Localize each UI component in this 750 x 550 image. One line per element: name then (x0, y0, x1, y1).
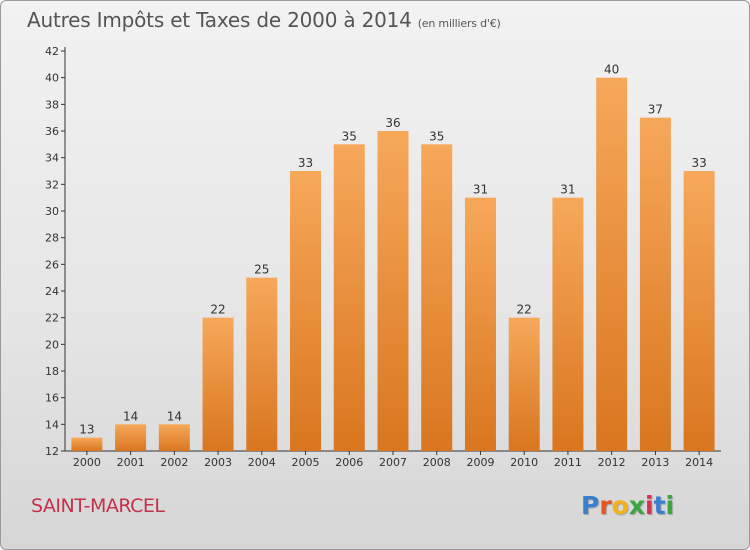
bar-2010 (508, 317, 540, 451)
title-text: Autres Impôts et Taxes de 2000 à 2014 (27, 8, 412, 32)
data-label: 31 (560, 183, 575, 197)
y-tick-label: 38 (45, 98, 59, 111)
x-tick-label: 2014 (685, 456, 713, 469)
y-tick-label: 42 (45, 45, 59, 58)
y-tick-label: 26 (45, 258, 59, 271)
bar-2001 (115, 424, 147, 451)
bars (71, 77, 715, 452)
x-axis: 2000 2001 2002 2003 2004 2005 2006 2007 2008 2009… (65, 450, 721, 469)
data-label: 37 (648, 103, 663, 117)
x-tick-label: 2006 (335, 456, 363, 469)
data-label: 13 (79, 423, 94, 437)
x-tick-label: 2001 (117, 456, 145, 469)
data-label: 35 (342, 129, 357, 143)
x-tick-label: 2013 (641, 456, 669, 469)
x-tick-label: 2005 (292, 456, 320, 469)
bar-2009 (464, 197, 496, 451)
y-tick-label: 28 (45, 232, 59, 245)
y-tick-label: 16 (45, 392, 59, 405)
y-axis: 12 14 16 18 20 22 24 26 28 30 32 34 36 38 40 42 (45, 45, 66, 458)
x-tick-label: 2004 (248, 456, 276, 469)
chart-title: Autres Impôts et Taxes de 2000 à 2014 (en… (27, 8, 501, 32)
y-tick-label: 22 (45, 312, 59, 325)
logo-letter: r (599, 491, 612, 520)
x-tick-label: 2012 (598, 456, 626, 469)
y-tick-label: 20 (45, 338, 59, 351)
data-label: 31 (473, 183, 488, 197)
y-tick-label: 12 (45, 445, 59, 458)
data-label: 33 (298, 156, 313, 170)
y-tick-label: 24 (45, 285, 59, 298)
x-tick-label: 2002 (160, 456, 188, 469)
bar-2004 (246, 277, 278, 451)
bar-2008 (421, 144, 453, 452)
y-tick-label: 34 (45, 152, 59, 165)
bar-2000 (71, 437, 103, 451)
x-tick-label: 2008 (423, 456, 451, 469)
x-tick-label: 2003 (204, 456, 232, 469)
data-label: 36 (385, 116, 400, 130)
bar-2002 (158, 424, 190, 451)
bar-2014 (683, 171, 715, 451)
data-label: 22 (210, 303, 225, 317)
x-tick-label: 2000 (73, 456, 101, 469)
logo-letter: o (611, 491, 629, 520)
data-label: 40 (604, 63, 619, 77)
data-label: 14 (123, 409, 138, 423)
data-label: 22 (517, 303, 532, 317)
logo-letter: i (645, 491, 654, 520)
bar-2012 (596, 77, 628, 452)
x-tick-label: 2007 (379, 456, 407, 469)
bar-2003 (202, 317, 234, 451)
y-tick-label: 40 (45, 72, 59, 85)
bar-2005 (290, 171, 322, 451)
proxiti-logo: Proxiti (581, 491, 674, 520)
bar-2013 (639, 117, 671, 452)
logo-letter: x (628, 491, 645, 520)
data-label: 35 (429, 129, 444, 143)
x-tick-label: 2009 (466, 456, 494, 469)
logo-letter: t (653, 491, 666, 520)
logo-letter: P (581, 491, 600, 520)
data-label: 25 (254, 263, 269, 277)
logo-letter: i (665, 491, 675, 520)
bar-2006 (333, 144, 365, 452)
commune-name: SAINT-MARCEL (31, 495, 165, 517)
y-tick-label: 14 (45, 418, 59, 431)
data-labels: 13 14 14 22 25 33 35 36 35 31 22 31 40 37 33 (79, 63, 707, 437)
y-tick-label: 32 (45, 178, 59, 191)
x-tick-label: 2010 (510, 456, 538, 469)
x-tick-label: 2011 (554, 456, 582, 469)
y-tick-label: 36 (45, 125, 59, 138)
data-label: 14 (167, 409, 182, 423)
bar-2011 (552, 197, 584, 451)
y-tick-label: 30 (45, 205, 59, 218)
data-label: 33 (691, 156, 706, 170)
y-tick-label: 18 (45, 365, 59, 378)
bar-2007 (377, 131, 409, 451)
chart-subtitle: (en milliers d'€) (417, 17, 501, 30)
